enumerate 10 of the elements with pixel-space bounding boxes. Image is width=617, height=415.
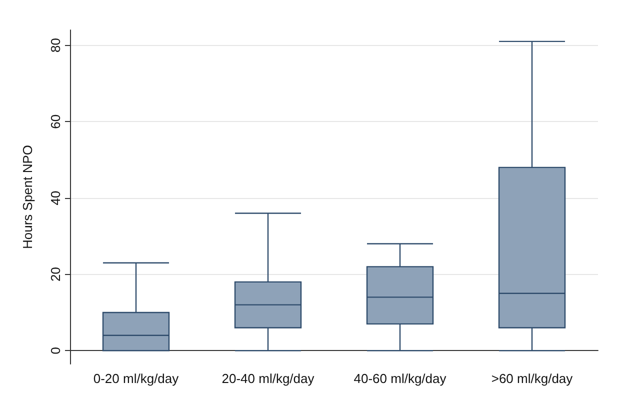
y-tick-label: 40 (48, 190, 63, 206)
x-tick-label: 20-40 ml/kg/day (222, 371, 315, 386)
x-tick-label: >60 ml/kg/day (491, 371, 574, 386)
y-tick-label: 20 (48, 267, 63, 282)
x-tick-label: 40-60 ml/kg/day (354, 371, 447, 386)
y-tick-label: 0 (48, 347, 63, 354)
y-tick-label: 60 (48, 114, 63, 129)
y-axis-title: Hours Spent NPO (20, 144, 35, 250)
x-tick-label: 0-20 ml/kg/day (93, 371, 180, 386)
y-tick-label: 80 (48, 38, 63, 53)
